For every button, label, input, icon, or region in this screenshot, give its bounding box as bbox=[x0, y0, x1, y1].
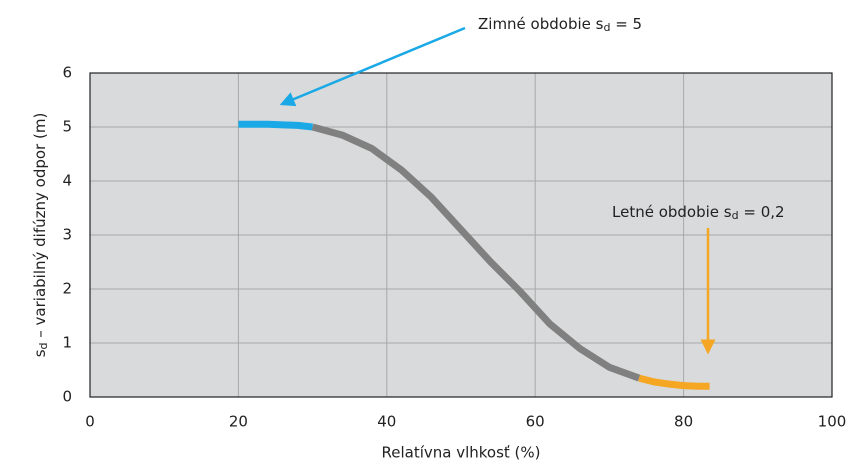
y-tick-label: 3 bbox=[62, 226, 72, 244]
annotation: Zimné obdobie sd = 5 bbox=[478, 15, 642, 35]
x-tick-label: 20 bbox=[229, 413, 248, 431]
annotation-tail: = 0,2 bbox=[739, 203, 785, 221]
annotation-sub: d bbox=[732, 209, 739, 222]
y-axis-label: sd – variabilný difúzny odpor (m) bbox=[31, 113, 51, 358]
line-segment bbox=[311, 123, 641, 382]
plot-border bbox=[89, 72, 833, 398]
line-segment bbox=[638, 374, 710, 390]
annotation-text: Zimné obdobie s bbox=[478, 15, 604, 33]
y-tick-label: 1 bbox=[62, 334, 72, 352]
y-tick-label: 2 bbox=[62, 280, 72, 298]
annotation-tail: = 5 bbox=[610, 15, 642, 33]
annotation: Letné obdobie sd = 0,2 bbox=[612, 203, 785, 223]
y-tick-label: 4 bbox=[62, 172, 72, 190]
annotation-text: Letné obdobie s bbox=[612, 203, 732, 221]
annotation-sub: d bbox=[603, 21, 610, 34]
x-tick-label: 0 bbox=[85, 413, 95, 431]
x-axis-label: Relatívna vlhkosť (%) bbox=[381, 444, 540, 462]
x-tick-label: 100 bbox=[818, 413, 847, 431]
y-tick-label: 0 bbox=[62, 388, 72, 406]
y-tick-label: 6 bbox=[62, 64, 72, 82]
line-segment bbox=[238, 120, 313, 131]
y-axis-label-sub: d bbox=[37, 342, 50, 349]
y-axis-label-text: s bbox=[31, 349, 49, 357]
y-axis-label-tail: – variabilný difúzny odpor (m) bbox=[31, 113, 49, 343]
annotation-arrow bbox=[279, 26, 466, 107]
x-tick-label: 80 bbox=[674, 413, 693, 431]
y-tick-label: 5 bbox=[62, 118, 72, 136]
x-tick-label: 40 bbox=[377, 413, 396, 431]
x-tick-label: 60 bbox=[526, 413, 545, 431]
